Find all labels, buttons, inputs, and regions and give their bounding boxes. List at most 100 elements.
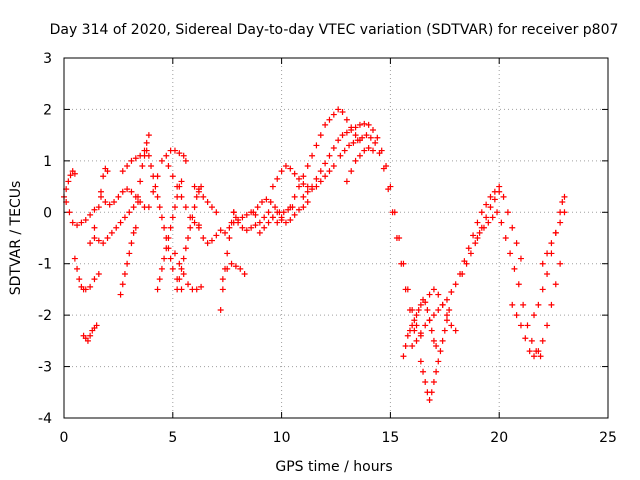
data-point bbox=[167, 255, 174, 262]
data-point bbox=[178, 178, 185, 185]
data-point bbox=[224, 250, 231, 257]
data-point bbox=[174, 286, 181, 293]
chart-title: Day 314 of 2020, Sidereal Day-to-day VTE… bbox=[50, 22, 619, 38]
data-point bbox=[422, 322, 429, 329]
data-point bbox=[430, 286, 437, 293]
data-point bbox=[97, 188, 104, 195]
data-point bbox=[317, 168, 324, 175]
data-point bbox=[487, 204, 494, 211]
data-point bbox=[237, 265, 244, 272]
data-point bbox=[87, 283, 94, 290]
data-point bbox=[115, 193, 122, 200]
x-axis-label: GPS time / hours bbox=[275, 459, 392, 475]
data-point bbox=[524, 322, 531, 329]
data-point bbox=[128, 240, 135, 247]
data-point bbox=[204, 240, 211, 247]
data-point bbox=[459, 271, 466, 277]
data-point bbox=[287, 217, 294, 223]
data-point bbox=[226, 235, 233, 241]
data-points bbox=[61, 106, 568, 403]
data-point bbox=[113, 224, 120, 231]
data-point bbox=[352, 157, 359, 164]
data-point bbox=[335, 137, 342, 144]
data-point bbox=[132, 224, 139, 231]
data-point bbox=[433, 343, 440, 349]
data-point bbox=[128, 188, 135, 195]
data-point bbox=[502, 235, 509, 241]
data-point bbox=[250, 209, 257, 216]
x-tick-label: 0 bbox=[60, 430, 69, 446]
data-point bbox=[326, 116, 333, 123]
data-point bbox=[474, 219, 481, 226]
data-point bbox=[500, 193, 507, 200]
data-point bbox=[91, 235, 98, 241]
data-point bbox=[513, 240, 520, 247]
data-point bbox=[507, 250, 514, 257]
data-point bbox=[559, 199, 566, 205]
data-point bbox=[537, 353, 544, 360]
data-point bbox=[363, 132, 370, 139]
data-point bbox=[182, 245, 189, 252]
data-point bbox=[124, 163, 131, 169]
data-point bbox=[433, 368, 440, 375]
data-point bbox=[169, 265, 176, 272]
data-point bbox=[195, 188, 202, 195]
data-point bbox=[102, 199, 109, 205]
data-point bbox=[154, 173, 161, 180]
data-point bbox=[217, 227, 224, 234]
data-point bbox=[274, 209, 281, 216]
data-point bbox=[222, 229, 229, 236]
data-point bbox=[539, 286, 546, 293]
data-point bbox=[191, 204, 198, 211]
data-point bbox=[265, 209, 272, 216]
data-point bbox=[467, 250, 474, 257]
data-point bbox=[171, 250, 178, 257]
data-point bbox=[213, 232, 220, 239]
data-point bbox=[272, 204, 279, 211]
data-point bbox=[343, 129, 350, 136]
x-axis-tick-labels: 0 5 10 15 20 25 bbox=[60, 430, 617, 446]
data-point bbox=[557, 260, 564, 267]
data-point bbox=[393, 235, 400, 241]
data-point bbox=[126, 209, 133, 216]
data-point bbox=[248, 224, 255, 231]
data-point bbox=[406, 327, 413, 334]
data-point bbox=[548, 301, 555, 308]
data-point bbox=[406, 307, 413, 313]
data-point bbox=[204, 199, 211, 205]
data-point bbox=[494, 209, 501, 216]
data-point bbox=[322, 173, 329, 180]
data-point bbox=[161, 255, 168, 262]
data-point bbox=[304, 163, 311, 169]
data-point bbox=[520, 301, 527, 308]
data-point bbox=[145, 152, 152, 159]
data-point bbox=[174, 183, 181, 190]
data-point bbox=[561, 209, 568, 216]
data-point bbox=[380, 165, 387, 172]
data-point bbox=[539, 337, 546, 344]
data-point bbox=[409, 343, 416, 349]
data-point bbox=[322, 160, 329, 167]
data-point bbox=[87, 240, 94, 247]
data-point bbox=[158, 265, 165, 272]
data-point bbox=[430, 337, 437, 344]
y-tick-label: 3 bbox=[43, 51, 52, 67]
data-point bbox=[330, 145, 337, 151]
data-point bbox=[280, 209, 287, 216]
data-point bbox=[154, 193, 161, 200]
data-point bbox=[191, 183, 198, 190]
data-point bbox=[180, 152, 187, 159]
data-point bbox=[346, 142, 353, 149]
data-point bbox=[487, 193, 494, 200]
data-point bbox=[465, 245, 472, 252]
data-point bbox=[176, 276, 183, 283]
data-point bbox=[557, 219, 564, 226]
data-point bbox=[443, 312, 450, 319]
data-point bbox=[417, 301, 424, 308]
data-point bbox=[374, 134, 381, 141]
data-point bbox=[65, 178, 72, 185]
y-tick-label: -2 bbox=[38, 308, 52, 324]
data-point bbox=[343, 116, 350, 123]
data-point bbox=[430, 312, 437, 319]
